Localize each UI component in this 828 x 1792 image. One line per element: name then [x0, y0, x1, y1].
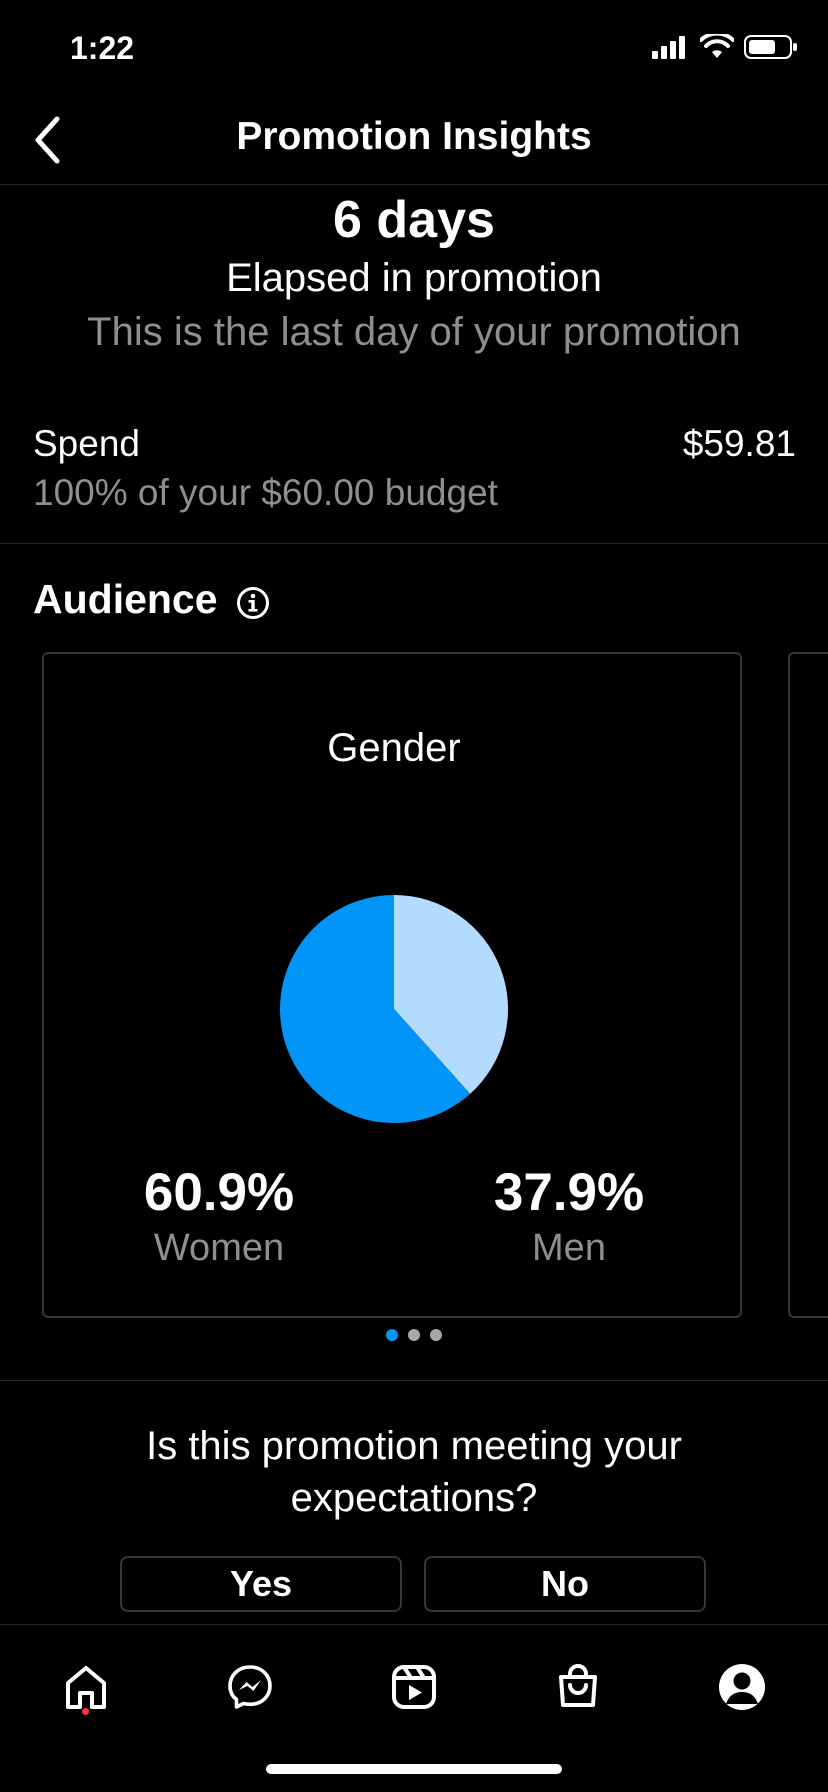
- men-percent: 37.9%: [493, 1163, 645, 1222]
- shop-icon: [559, 1664, 597, 1707]
- battery-icon: [744, 35, 797, 59]
- spend-budget-note: 100% of your $60.00 budget: [33, 472, 498, 513]
- notification-dot: [82, 1708, 89, 1715]
- tabbar-divider: [0, 1624, 828, 1625]
- spend-value: $59.81: [682, 423, 796, 464]
- gender-card[interactable]: Gender 60.9% Women 37.9% Men: [42, 652, 742, 1318]
- spend-label: Spend: [33, 423, 140, 464]
- carousel-pagination[interactable]: [386, 1329, 442, 1341]
- last-day-note: This is the last day of your promotion: [87, 310, 741, 354]
- pie-slice-women: [280, 895, 471, 1123]
- page-title: Promotion Insights: [236, 115, 592, 158]
- pie-slice-men: [394, 895, 509, 1094]
- audience-title: Audience: [33, 576, 218, 622]
- gender-pie-chart: [280, 895, 509, 1123]
- tab-reels[interactable]: [374, 1650, 454, 1724]
- days-count: 6 days: [333, 191, 495, 249]
- reels-icon: [392, 1665, 436, 1709]
- info-icon[interactable]: [236, 586, 270, 620]
- men-stat: 37.9% Men: [394, 1162, 744, 1270]
- women-label: Women: [153, 1227, 285, 1269]
- page-dot-2[interactable]: [408, 1329, 420, 1341]
- tab-shop[interactable]: [538, 1650, 618, 1724]
- home-indicator: [266, 1764, 562, 1774]
- chevron-left-icon: [35, 116, 60, 164]
- wifi-icon: [700, 34, 734, 58]
- tab-messenger[interactable]: [210, 1650, 290, 1724]
- page-dot-1[interactable]: [386, 1329, 398, 1341]
- header-divider: [0, 184, 828, 185]
- page-dot-3[interactable]: [430, 1329, 442, 1341]
- men-label: Men: [532, 1227, 606, 1269]
- back-button[interactable]: [22, 110, 72, 170]
- women-percent: 60.9%: [143, 1163, 295, 1222]
- card-title: Gender: [327, 726, 461, 770]
- audience-divider: [0, 1380, 828, 1381]
- status-time: 1:22: [70, 30, 135, 66]
- tab-profile[interactable]: [702, 1650, 782, 1724]
- signal-icon: [652, 36, 685, 59]
- status-icons: [650, 34, 798, 60]
- women-stat: 60.9% Women: [44, 1162, 394, 1270]
- next-card-preview[interactable]: [788, 652, 828, 1318]
- tab-home[interactable]: [46, 1650, 126, 1724]
- home-icon: [66, 1666, 106, 1709]
- elapsed-label: Elapsed in promotion: [226, 256, 602, 300]
- profile-icon: [719, 1664, 765, 1710]
- messenger-icon: [228, 1665, 272, 1709]
- spend-divider: [0, 543, 828, 544]
- yes-button[interactable]: Yes: [120, 1556, 402, 1612]
- no-button[interactable]: No: [424, 1556, 706, 1612]
- feedback-question: Is this promotion meeting your expectati…: [146, 1424, 682, 1520]
